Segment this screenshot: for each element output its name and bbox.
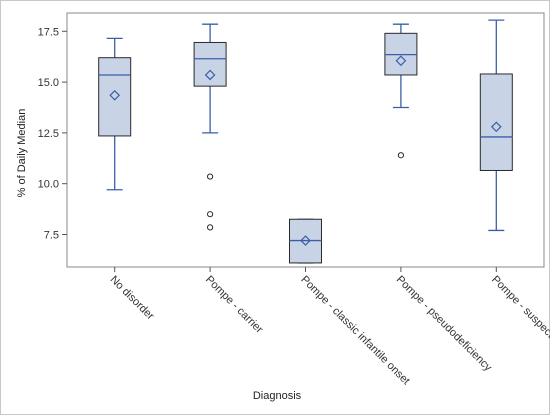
y-tick-label: 12.5 [38, 128, 59, 140]
y-tick-label: 17.5 [38, 26, 59, 38]
outlier-point [207, 211, 214, 218]
mean-marker [300, 235, 311, 246]
y-tick-label: 15.0 [38, 77, 59, 89]
outlier-point [397, 152, 404, 159]
mean-marker [490, 121, 502, 133]
y-axis-title: % of Daily Median [16, 109, 28, 198]
mean-marker [395, 55, 407, 67]
outlier-point [207, 224, 214, 231]
outlier-point [207, 173, 214, 180]
mean-marker [204, 69, 216, 81]
y-tick-label: 10.0 [38, 179, 59, 191]
x-axis-title: Diagnosis [253, 390, 302, 402]
mean-marker [109, 89, 121, 101]
iqr-box [98, 57, 132, 137]
y-tick-label: 7.5 [44, 229, 59, 241]
